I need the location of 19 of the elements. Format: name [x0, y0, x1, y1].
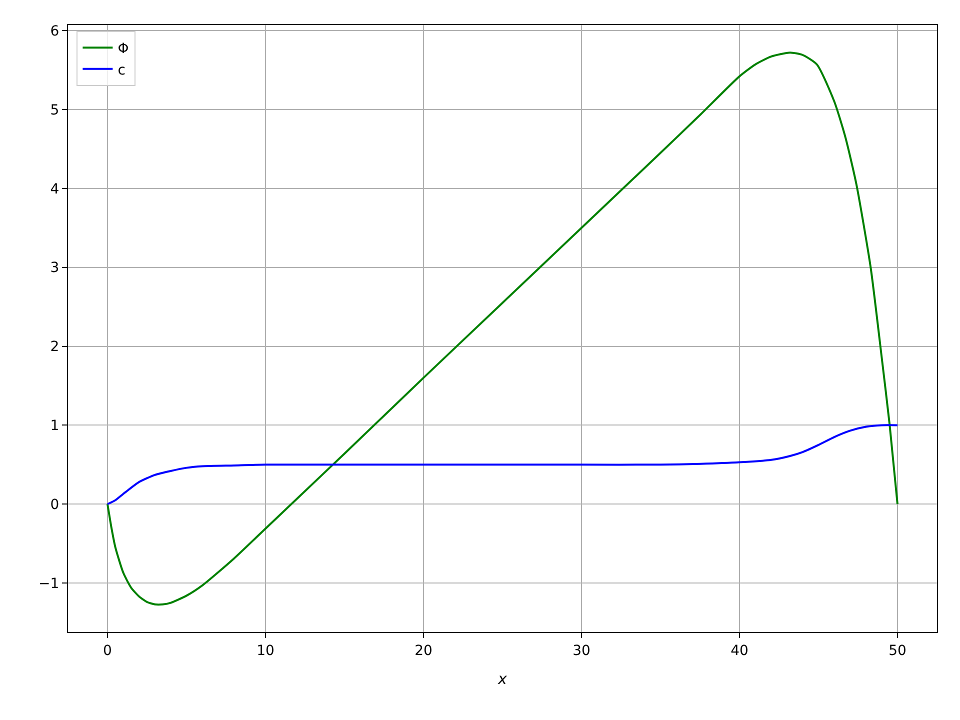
x-tick-label: 30 [572, 642, 590, 659]
x-axis-title: x [497, 670, 508, 688]
x-tick-label: 40 [730, 642, 748, 659]
legend-label: Φ [118, 41, 129, 58]
line-series [106, 52, 898, 606]
line-series [106, 424, 898, 506]
y-tick-label: 3 [50, 260, 60, 276]
legend-label: c [118, 62, 126, 78]
x-tick-label: 0 [103, 642, 112, 659]
y-tick-label: 2 [50, 339, 60, 356]
x-tick-label: 50 [888, 642, 906, 659]
y-tick-label: 1 [50, 418, 60, 434]
y-tick-label: 5 [50, 102, 60, 118]
x-tick-label: 20 [414, 642, 432, 659]
y-tick-label: 6 [50, 23, 60, 40]
y-tick-label: −1 [38, 576, 60, 592]
x-tick-label: 10 [256, 642, 274, 659]
y-tick-label: 0 [50, 497, 60, 514]
y-tick-label: 4 [50, 181, 60, 198]
